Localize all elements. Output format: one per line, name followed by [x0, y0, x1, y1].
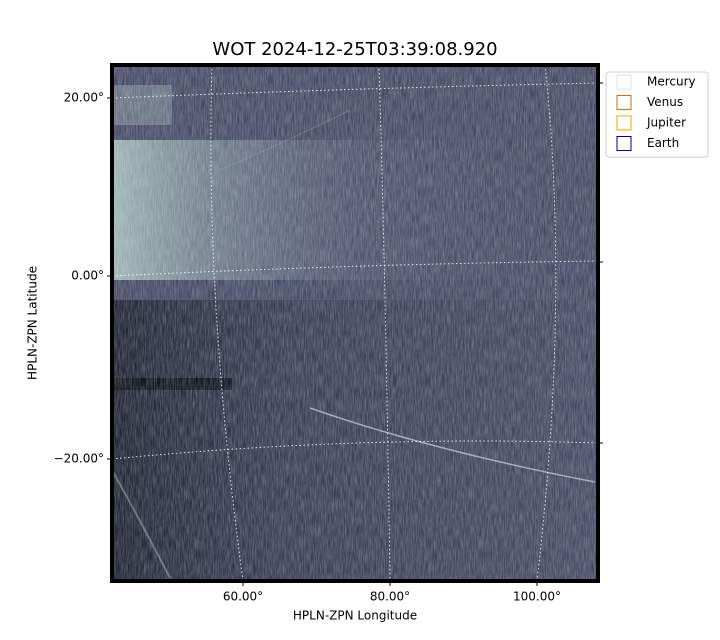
y-tick-label: −20.00° — [54, 452, 104, 466]
legend-label: Earth — [647, 136, 679, 150]
y-tick-label: 0.00° — [71, 269, 104, 283]
legend-swatch — [616, 115, 632, 131]
x-tick-label: 100.00° — [513, 590, 561, 604]
legend-frame — [605, 71, 709, 158]
legend-swatch — [616, 95, 632, 110]
legend-label: Jupiter — [646, 116, 686, 130]
legend-swatch — [616, 74, 632, 90]
x-tick-label: 60.00° — [223, 590, 263, 604]
y-tick-label: 20.00° — [64, 91, 104, 105]
legend-label: Mercury — [647, 75, 696, 89]
x-tick-label: 80.00° — [370, 590, 410, 604]
y-axis-label: HPLN-ZPN Latitude — [26, 266, 40, 380]
title: WOT 2024-12-25T03:39:08.920 — [212, 39, 497, 60]
image-frame — [110, 63, 600, 583]
x-axis-label: HPLN-ZPN Longitude — [293, 609, 417, 623]
legend: Mercury Venus Jupiter Earth — [605, 71, 709, 158]
image — [112, 65, 598, 581]
legend-label: Venus — [647, 95, 683, 109]
legend-swatch — [616, 136, 632, 151]
